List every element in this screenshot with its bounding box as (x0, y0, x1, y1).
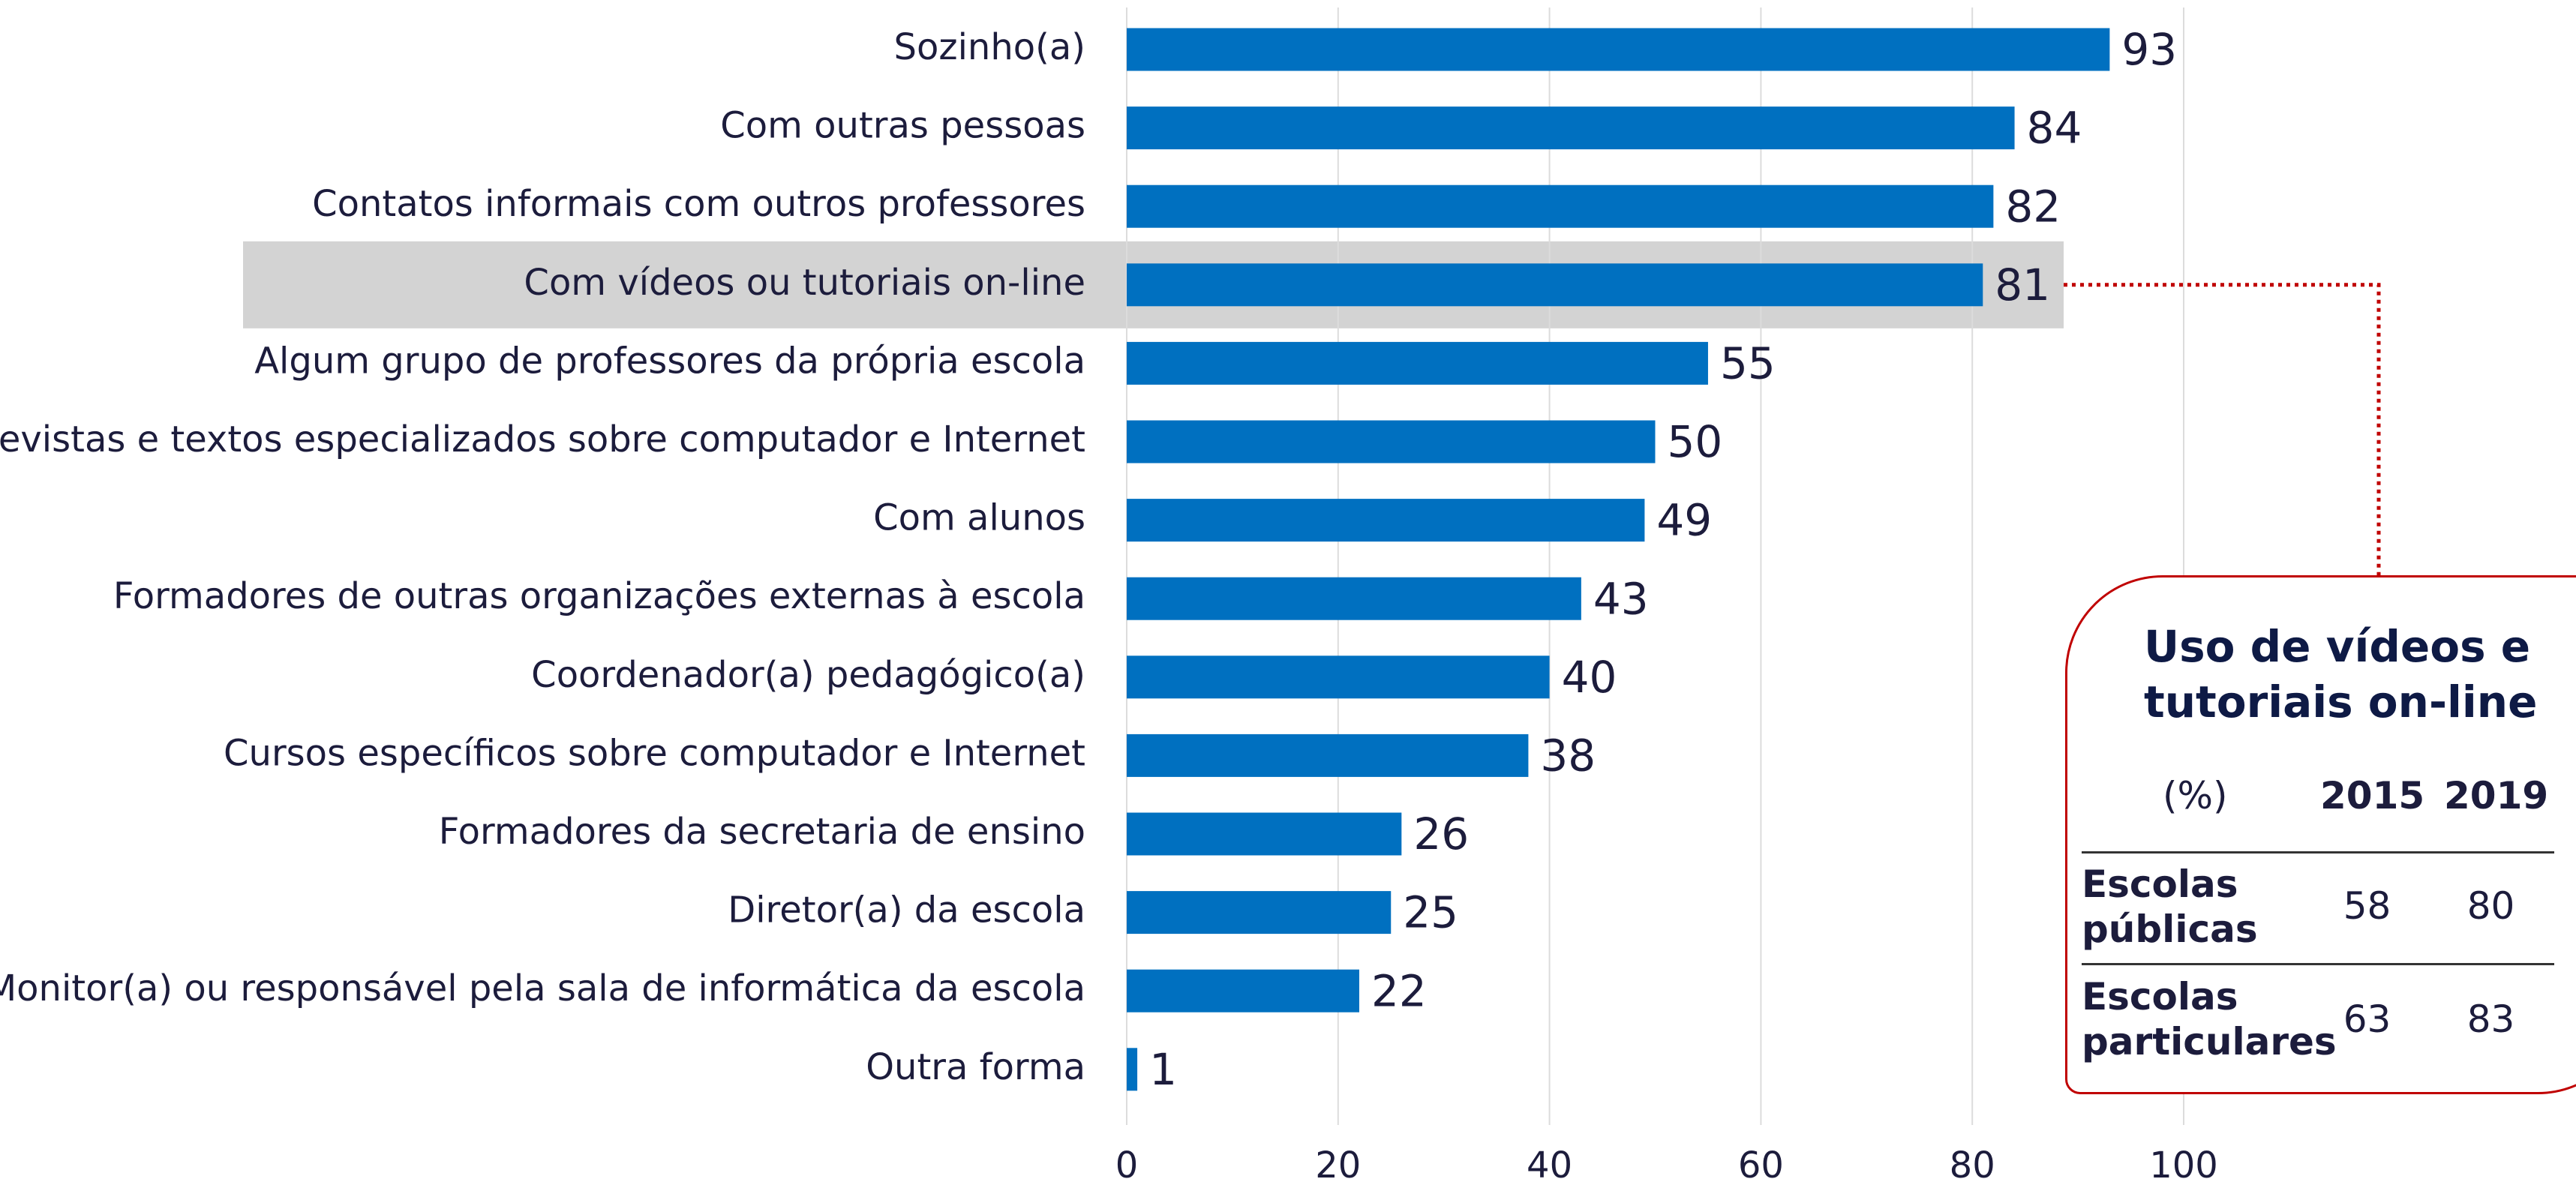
category-label: Coordenador(a) pedagógico(a) (531, 654, 1085, 696)
table-rule (2082, 963, 2554, 965)
value-label: 50 (1668, 416, 1723, 467)
bar (1127, 341, 1708, 385)
x-tick-label: 100 (2149, 1144, 2218, 1182)
value-label: 82 (2005, 181, 2061, 232)
table-header: (%) (2163, 774, 2228, 818)
bar (1127, 656, 1550, 699)
bar (1127, 812, 1402, 856)
category-label: Formadores da secretaria de ensino (439, 811, 1085, 853)
category-label: Com outras pessoas (720, 105, 1085, 147)
value-label: 43 (1593, 573, 1649, 624)
category-label: Algum grupo de professores da própria es… (254, 340, 1085, 382)
table-rule (2082, 851, 2554, 854)
cell: 58 (2343, 884, 2391, 928)
value-label: 81 (1995, 260, 2050, 310)
cell: 80 (2466, 884, 2515, 928)
bar (1127, 577, 1581, 620)
cell: 63 (2343, 998, 2391, 1041)
category-label: Com alunos (873, 497, 1085, 539)
table-header: 2015 (2320, 774, 2425, 818)
category-label: Sozinho(a) (894, 26, 1085, 68)
value-label: 22 (1371, 965, 1427, 1016)
bar (1127, 184, 1994, 228)
category-label: Revistas e textos especializados sobre c… (0, 418, 1085, 460)
inset-title: Uso de vídeos e tutoriais on-line (2144, 621, 2538, 728)
row-label: Escolas particulares (2082, 975, 2337, 1064)
value-label: 93 (2121, 24, 2177, 75)
row-label: Escolas públicas (2082, 862, 2258, 951)
category-label: Contatos informais com outros professore… (312, 183, 1085, 225)
bar (1127, 499, 1645, 542)
value-label: 38 (1540, 730, 1596, 782)
value-label: 1 (1149, 1044, 1177, 1095)
bar (1127, 891, 1392, 934)
bar (1127, 1048, 1138, 1091)
category-label: Cursos específicos sobre computador e In… (224, 732, 1085, 774)
inset-box (2065, 575, 2576, 1094)
value-label: 40 (1562, 652, 1617, 703)
value-label: 55 (1720, 338, 1776, 389)
category-label: Com vídeos ou tutoriais on-line (524, 262, 1085, 304)
bar (1127, 106, 2015, 150)
bar (1127, 263, 1983, 307)
value-label: 49 (1656, 495, 1712, 546)
table-header: 2019 (2444, 774, 2549, 818)
bar (1127, 28, 2110, 71)
connector (2064, 283, 2381, 575)
value-label: 26 (1413, 808, 1469, 860)
bar (1127, 969, 1359, 1012)
value-label: 25 (1403, 887, 1458, 938)
category-label: Outra forma (866, 1046, 1085, 1088)
bar (1127, 734, 1529, 777)
x-tick-label: 40 (1527, 1144, 1572, 1182)
value-label: 84 (2027, 103, 2082, 154)
category-label: Monitor(a) ou responsável pela sala de i… (0, 968, 1085, 1010)
bar (1127, 420, 1656, 464)
category-label: Formadores de outras organizações extern… (113, 575, 1085, 617)
x-tick-label: 60 (1738, 1144, 1784, 1182)
inset: Uso de vídeos e tutoriais on-line (%) 20… (2065, 575, 2576, 1100)
x-tick-label: 0 (1115, 1144, 1139, 1182)
x-tick-label: 20 (1315, 1144, 1361, 1182)
x-tick-label: 80 (1950, 1144, 1995, 1182)
category-label: Diretor(a) da escola (728, 890, 1085, 932)
cell: 83 (2466, 998, 2515, 1041)
